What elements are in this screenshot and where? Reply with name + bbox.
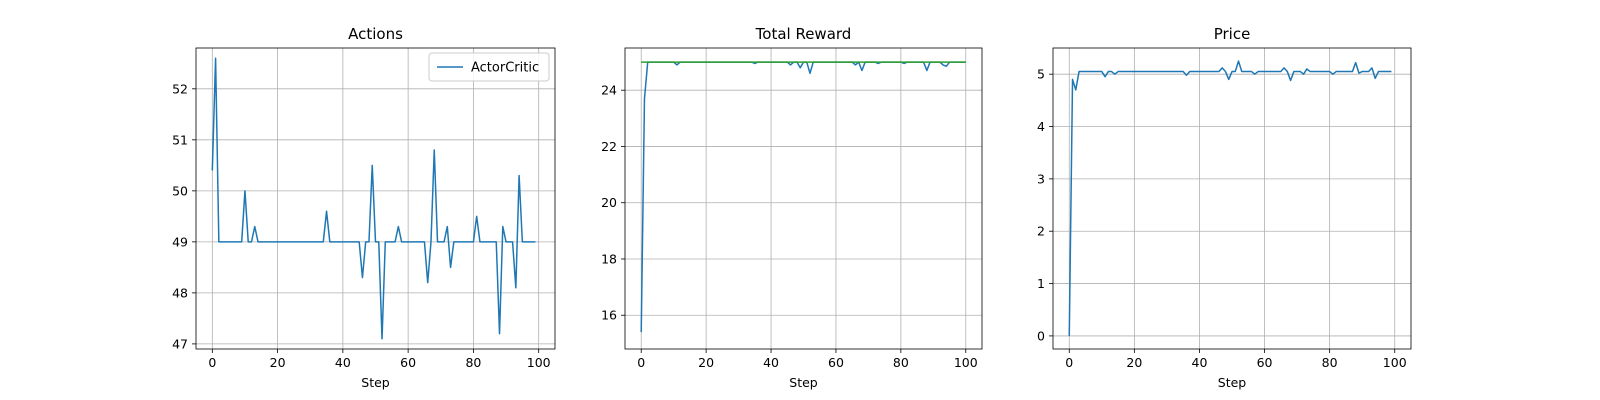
x-tick-label: 60 [1257,355,1273,370]
legend: ActorCritic [428,52,550,82]
x-axis-label: Step [1218,375,1247,390]
chart-title: Price [1214,25,1251,43]
x-tick-label: 20 [270,355,286,370]
x-axis-label: Step [789,375,818,390]
x-tick-label: 20 [698,355,714,370]
x-tick-label: 80 [465,355,481,370]
series-line-1 [1068,60,1392,336]
y-tick-label: 0 [1037,328,1045,343]
y-tick-label: 52 [172,81,188,96]
x-tick-label: 80 [1322,355,1338,370]
chart-title: Actions [348,25,403,43]
subplot-1: 0 20 40 60 80 100 47 48 49 50 51 52 Actions Step Actor… [172,25,556,390]
x-tick-label: 100 [527,355,551,370]
y-tick-label: 18 [601,251,617,266]
y-tick-label: 3 [1037,171,1045,186]
x-axis-label: Step [361,375,390,390]
x-tick-label: 20 [1126,355,1142,370]
x-tick-label: 100 [1383,355,1407,370]
y-tick-label: 47 [172,336,188,351]
x-tick-label: 0 [1065,355,1073,370]
y-tick-label: 20 [601,195,617,210]
x-tick-label: 40 [763,355,779,370]
y-tick-label: 49 [172,234,188,249]
subplot-2: 0 20 40 60 80 100 16 18 20 22 24 Total Reward Step [601,25,983,390]
y-tick-label: 51 [172,132,188,147]
y-tick-label: 22 [601,139,617,154]
x-tick-label: 40 [1192,355,1208,370]
x-tick-label: 0 [208,355,216,370]
y-tick-label: 50 [172,183,188,198]
y-tick-label: 16 [601,308,617,323]
x-tick-label: 40 [335,355,351,370]
x-tick-label: 100 [954,355,978,370]
y-tick-label: 24 [601,83,617,98]
subplot-3: 0 20 40 60 80 100 0 1 2 3 4 5 Price Step [1037,25,1412,390]
legend-label: ActorCritic [471,61,539,76]
subplots: 0 20 40 60 80 100474849505152ActionsStepActor… [172,25,1412,390]
axes-frame [195,47,556,350]
y-tick-label: 5 [1037,67,1045,82]
x-tick-label: 60 [828,355,844,370]
x-tick-label: 80 [893,355,909,370]
legend-box [428,52,550,82]
series-line-1 [211,57,536,340]
x-tick-label: 60 [400,355,416,370]
chart-title: Total Reward [755,25,852,43]
y-tick-label: 4 [1037,119,1045,134]
axes-frame [1052,47,1412,350]
x-tick-label: 0 [637,355,645,370]
axes-frame [624,47,983,350]
y-tick-label: 1 [1037,276,1045,291]
y-tick-label: 2 [1037,224,1045,239]
y-tick-label: 48 [172,285,188,300]
